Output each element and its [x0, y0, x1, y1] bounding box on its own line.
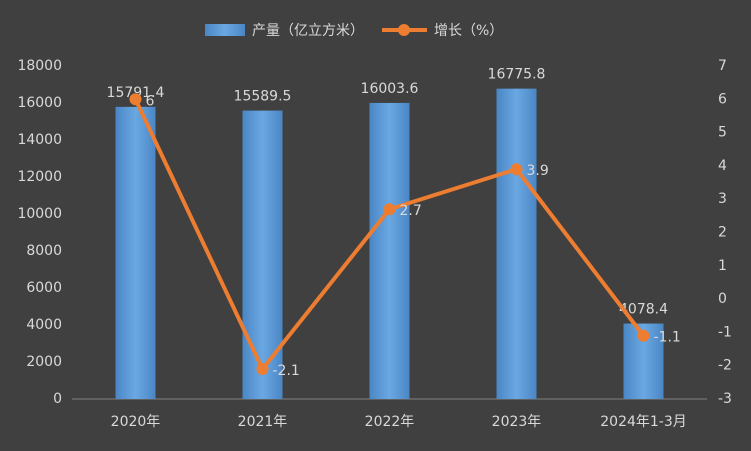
line-point: [383, 203, 396, 216]
x-tick-label: 2024年1-3月: [600, 414, 687, 430]
line-value-label: 2.7: [400, 203, 422, 219]
y2-tick-label: 3: [718, 191, 727, 207]
y-tick-label: 0: [53, 391, 62, 407]
y2-tick-label: -3: [718, 391, 732, 407]
line-point: [256, 363, 269, 376]
y2-tick-label: 4: [718, 158, 727, 174]
y-tick-label: 16000: [17, 95, 62, 111]
legend-label: 增长（%）: [434, 23, 503, 39]
y2-tick-label: -1: [718, 324, 732, 340]
x-tick-label: 2022年: [365, 414, 415, 430]
bar-value-label: 16003.6: [361, 81, 419, 97]
y2-tick-label: 2: [718, 225, 727, 241]
legend-label: 产量（亿立方米）: [252, 23, 364, 39]
legend-swatch: [205, 24, 245, 36]
bar-value-label: 16775.8: [488, 67, 546, 83]
x-tick-label: 2023年: [492, 414, 542, 430]
y2-tick-label: 5: [718, 125, 727, 141]
bar: [496, 88, 537, 399]
bar-value-label: 15791.4: [107, 85, 165, 101]
line-value-label: 3.9: [527, 163, 549, 179]
y-tick-label: 6000: [26, 280, 62, 296]
bar: [369, 102, 410, 399]
line-point: [510, 163, 523, 176]
y-tick-label: 4000: [26, 317, 62, 333]
line-point: [129, 93, 142, 106]
line-value-label: 6: [146, 93, 155, 109]
y-tick-label: 12000: [17, 169, 62, 185]
y2-tick-label: 0: [718, 291, 727, 307]
bar-value-label: 15589.5: [234, 89, 292, 105]
bar-value-label: 4078.4: [619, 302, 668, 318]
y2-tick-label: 1: [718, 258, 727, 274]
y-tick-label: 18000: [17, 58, 62, 74]
y-tick-label: 2000: [26, 354, 62, 370]
x-tick-label: 2020年: [111, 414, 161, 430]
y2-tick-label: 6: [718, 91, 727, 107]
legend-swatch: [398, 24, 410, 36]
x-tick-label: 2021年: [238, 414, 288, 430]
line-point: [637, 329, 650, 342]
line-value-label: -2.1: [273, 363, 300, 379]
line-value-label: -1.1: [654, 330, 681, 346]
y2-tick-label: -2: [718, 358, 732, 374]
y-tick-label: 14000: [17, 132, 62, 148]
bar: [115, 106, 156, 399]
y2-tick-label: 7: [718, 58, 727, 74]
y-tick-label: 10000: [17, 206, 62, 222]
y-tick-label: 8000: [26, 243, 62, 259]
bar: [242, 110, 283, 400]
